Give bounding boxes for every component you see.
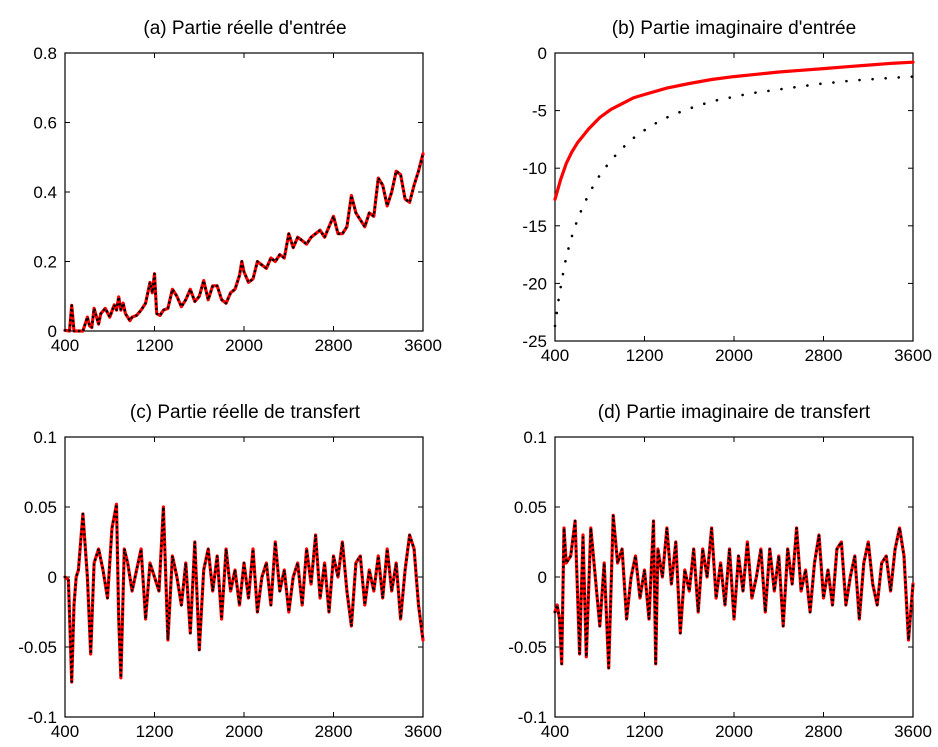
panel-c-marks: 400 1200 2000 2800 3600 -0.1 -0.05 0 0.05 0.1 xyxy=(18,428,442,741)
panel-c-xtick-label: 2000 xyxy=(225,722,263,741)
panel-a-xtick-label: 1200 xyxy=(136,336,174,355)
panel-a-real-input: (a) Partie réelle d'entrée 400 1200 2000 28… xyxy=(33,18,442,355)
panel-a-series-reference-dotted xyxy=(63,152,425,333)
panel-d-marks: 400 1200 2000 2800 3600 -0.1 -0.05 0 0.05 0.1 xyxy=(508,428,932,741)
panel-b-xtick-label: 1200 xyxy=(626,346,664,365)
panel-d-xtick-label: 2800 xyxy=(805,722,843,741)
panel-d-ytick-label: 0.1 xyxy=(523,428,547,447)
panel-a-ytick-label: 0.4 xyxy=(33,183,57,202)
panel-d-ytick-label: -0.05 xyxy=(508,638,547,657)
panel-a-ytick-label: 0.2 xyxy=(33,253,57,272)
panel-b-series-model-solid xyxy=(553,60,915,201)
panel-a-ytick-label: 0.8 xyxy=(33,44,57,63)
panel-b-ytick-label: -15 xyxy=(522,217,547,236)
panel-a-marks: 400 1200 2000 2800 3600 0 0.2 0.4 0.6 0.8 xyxy=(33,44,442,355)
panel-c-ytick-label: -0.1 xyxy=(28,708,57,727)
panel-b-marks: 400 1200 2000 2800 3600 -25 -20 -15 -10 -5 0 xyxy=(522,44,931,365)
panel-b-ytick-label: -10 xyxy=(522,159,547,178)
panel-c-real-transfer: (c) Partie réelle de transfert 400 1200 20… xyxy=(18,402,442,741)
panel-a-xtick-label: 3600 xyxy=(404,336,442,355)
panel-b-xtick-label: 2000 xyxy=(715,346,753,365)
panel-a-ytick-label: 0 xyxy=(48,322,57,341)
panel-b-title: (b) Partie imaginaire d'entrée xyxy=(612,18,856,39)
panel-b-ytick-label: -25 xyxy=(522,332,547,351)
panel-d-imaginary-transfer: (d) Partie imaginaire de transfert 400 12… xyxy=(508,402,932,741)
panel-a-xtick-label: 400 xyxy=(51,336,79,355)
panel-c-title: (c) Partie réelle de transfert xyxy=(130,402,361,423)
panel-a-title: (a) Partie réelle d'entrée xyxy=(143,18,346,39)
panel-d-ytick-label: -0.1 xyxy=(518,708,547,727)
panel-c-ytick-label: 0 xyxy=(48,568,57,587)
panel-d-xtick-label: 400 xyxy=(541,722,569,741)
panel-d-xtick-label: 3600 xyxy=(894,722,932,741)
panel-a-ytick-label: 0.6 xyxy=(33,114,57,133)
panel-c-ytick-label: -0.05 xyxy=(18,638,57,657)
panel-a-xtick-label: 2800 xyxy=(315,336,353,355)
panel-b-imaginary-input: (b) Partie imaginaire d'entrée 400 1200 20… xyxy=(522,18,931,365)
panel-c-ytick-label: 0.05 xyxy=(24,498,57,517)
panel-c-series-reference-dotted xyxy=(63,502,425,684)
panel-b-ytick-label: -5 xyxy=(532,102,547,121)
panel-d-series-reference-dotted xyxy=(553,514,915,670)
panel-d-xtick-label: 1200 xyxy=(626,722,664,741)
panel-b-series-reference-dotted xyxy=(553,75,915,328)
panel-c-xtick-label: 3600 xyxy=(404,722,442,741)
panel-d-ytick-label: 0 xyxy=(538,568,547,587)
panel-d-ytick-label: 0.05 xyxy=(514,498,547,517)
panel-c-ytick-label: 0.1 xyxy=(33,428,57,447)
panel-c-xtick-label: 400 xyxy=(51,722,79,741)
panel-d-title: (d) Partie imaginaire de transfert xyxy=(598,402,871,423)
panel-b-xtick-label: 400 xyxy=(541,346,569,365)
panel-b-xtick-label: 2800 xyxy=(805,346,843,365)
panel-c-xtick-label: 2800 xyxy=(315,722,353,741)
panel-a-xtick-label: 2000 xyxy=(225,336,263,355)
panel-c-xtick-label: 1200 xyxy=(136,722,174,741)
panel-b-ytick-label: -20 xyxy=(522,274,547,293)
panel-d-xtick-label: 2000 xyxy=(715,722,753,741)
panel-b-ytick-label: 0 xyxy=(538,44,547,63)
panel-b-xtick-label: 3600 xyxy=(894,346,932,365)
